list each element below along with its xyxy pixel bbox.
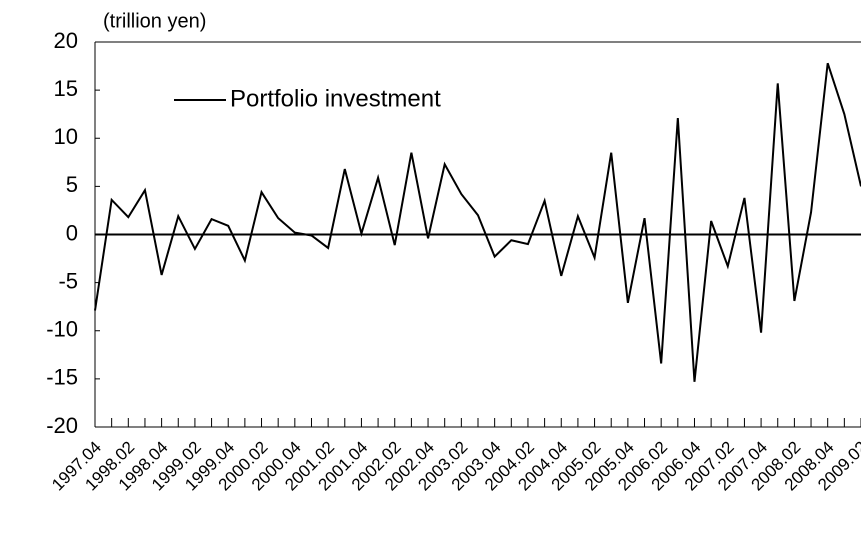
y-tick-label: -5 [58, 268, 78, 293]
line-series [94, 62, 861, 382]
y-tick-label: 5 [66, 172, 78, 197]
y-tick-label: -10 [46, 317, 78, 342]
y-tick-label: -15 [46, 365, 78, 390]
y-axis-label: (trillion yen) [103, 10, 206, 32]
y-tick-label: 15 [54, 76, 78, 101]
y-tick-label: 0 [66, 220, 78, 245]
y-tick-label: 10 [54, 124, 78, 149]
legend-label: Portfolio investment [230, 85, 441, 112]
y-tick-label: -20 [46, 413, 78, 438]
y-tick-label: 20 [54, 28, 78, 53]
